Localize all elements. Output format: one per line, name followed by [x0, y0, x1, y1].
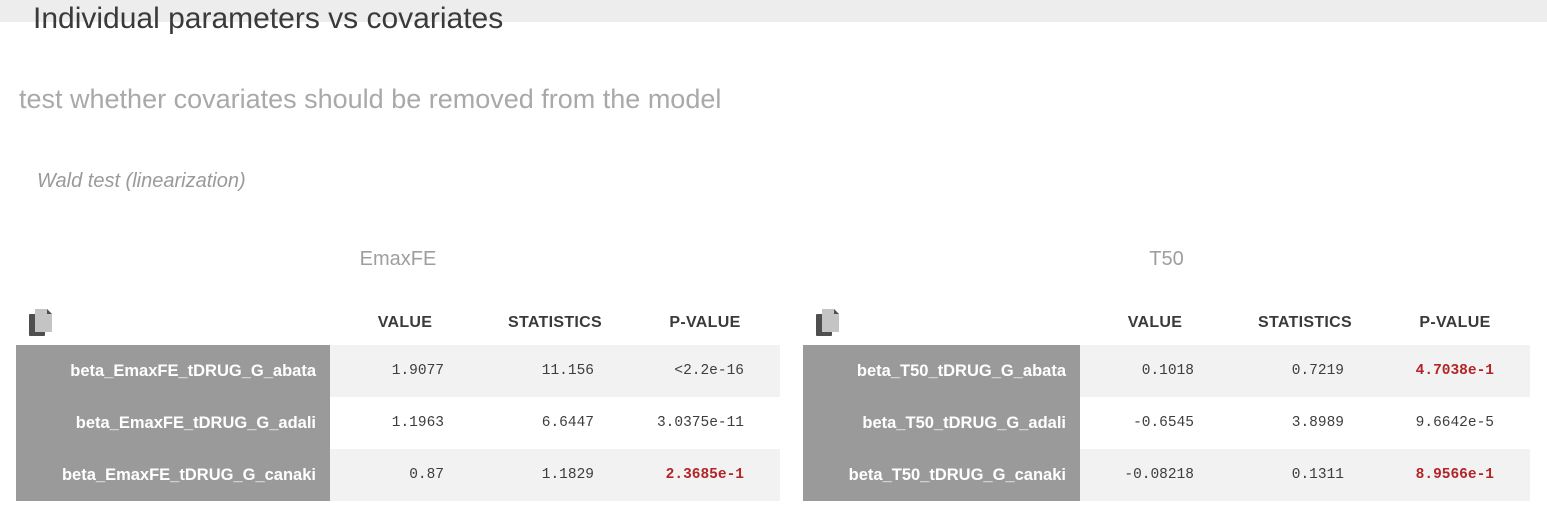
copy-icon: [816, 308, 839, 336]
cell-value: -0.6545: [1133, 415, 1194, 431]
cell-statistics: 6.6447: [541, 415, 594, 431]
cell-p-value: 8.9566e-1: [1380, 449, 1530, 501]
cell-p-value: 9.6642e-5: [1415, 415, 1494, 431]
cell-statistics: 11.156: [480, 345, 630, 397]
column-header-p-value: P-VALUE: [669, 313, 741, 331]
wald-table-t50: T50 VALUE STATISTICS P-VALUE beta_T50_tD…: [803, 240, 1530, 502]
cell-value: 0.87: [330, 449, 480, 501]
page-subtitle: test whether covariates should be remove…: [19, 84, 722, 114]
row-label: beta_EmaxFE_tDRUG_G_abata: [16, 345, 330, 397]
row-label: beta_EmaxFE_tDRUG_G_adali: [16, 397, 330, 449]
copy-icon: [29, 308, 52, 336]
table-header-corner: [16, 300, 330, 345]
column-header-statistics: STATISTICS: [1258, 313, 1352, 331]
cell-statistics: 3.8989: [1291, 415, 1344, 431]
wald-table-grid: VALUE STATISTICS P-VALUE beta_T50_tDRUG_…: [803, 300, 1530, 501]
parameter-name: EmaxFE: [359, 248, 437, 270]
column-header-p-value: P-VALUE: [1419, 313, 1491, 331]
copy-table-button[interactable]: [815, 308, 841, 338]
parameter-name: T50: [1149, 248, 1184, 270]
wald-test-section-label: Wald test (linearization): [37, 170, 246, 192]
cell-p-value: 4.7038e-1: [1380, 345, 1530, 397]
cell-value: 1.9077: [330, 345, 480, 397]
cell-p-value: <2.2e-16: [630, 345, 780, 397]
cell-statistics: 0.7219: [1230, 345, 1380, 397]
cell-value: 1.1963: [391, 415, 444, 431]
row-label: beta_T50_tDRUG_G_adali: [803, 397, 1080, 449]
row-label: beta_T50_tDRUG_G_abata: [803, 345, 1080, 397]
cell-statistics: 1.1829: [480, 449, 630, 501]
cell-value: -0.08218: [1080, 449, 1230, 501]
column-header-value: VALUE: [1127, 313, 1183, 331]
cell-p-value: 2.3685e-1: [630, 449, 780, 501]
wald-table-grid: VALUE STATISTICS P-VALUE beta_EmaxFE_tDR…: [16, 300, 780, 501]
wald-table-emaxfe: EmaxFE VALUE STATISTICS P-VALUE beta_Ema…: [16, 240, 780, 502]
cell-statistics: 0.1311: [1230, 449, 1380, 501]
cell-p-value: 3.0375e-11: [656, 415, 744, 431]
table-header-corner: [803, 300, 1080, 345]
page-title: Individual parameters vs covariates: [33, 2, 504, 35]
row-label: beta_EmaxFE_tDRUG_G_canaki: [16, 449, 330, 501]
column-header-value: VALUE: [377, 313, 433, 331]
cell-value: 0.1018: [1080, 345, 1230, 397]
top-header-strip: [0, 0, 1547, 22]
row-label: beta_T50_tDRUG_G_canaki: [803, 449, 1080, 501]
copy-table-button[interactable]: [28, 308, 54, 338]
column-header-statistics: STATISTICS: [508, 313, 602, 331]
